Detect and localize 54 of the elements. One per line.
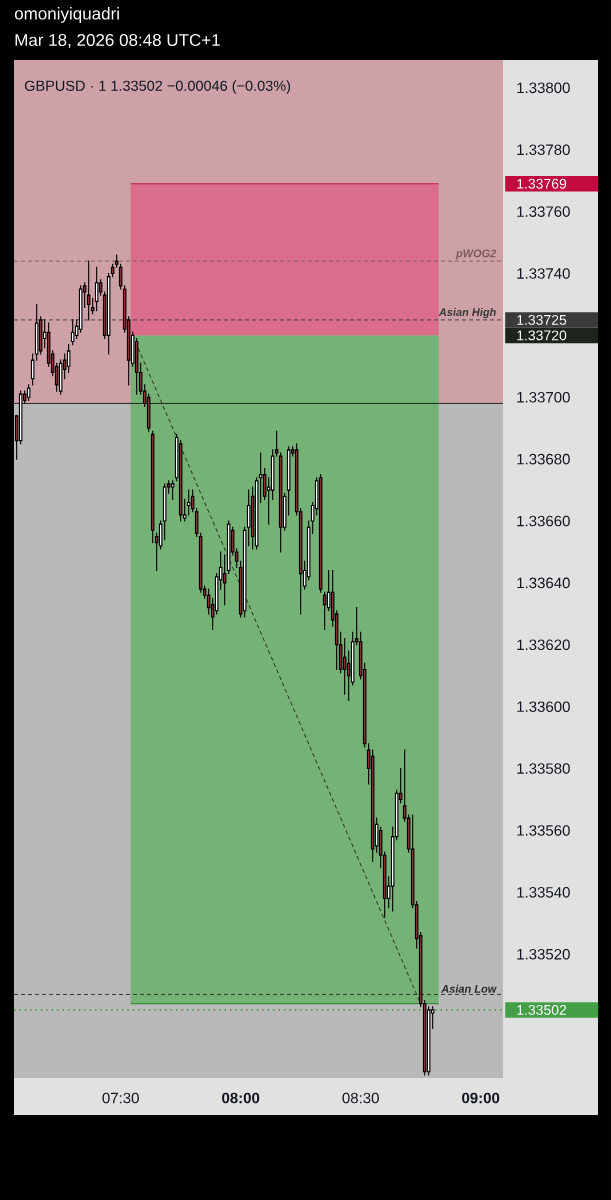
candlestick	[322, 591, 327, 630]
candlestick	[222, 554, 227, 606]
y-tick-label: 1.33540	[517, 887, 570, 898]
text: GBPUSD · 1 1.33502 −0.00046 (−0.03%)	[24, 80, 291, 94]
candlestick	[342, 638, 347, 695]
candlestick	[106, 272, 111, 355]
x-tick-label: 08:00	[222, 1092, 260, 1104]
candlestick	[190, 489, 195, 513]
candlestick	[26, 384, 31, 401]
ref-line-label: Asian Low	[441, 984, 497, 993]
candlestick	[270, 449, 275, 500]
candlestick	[254, 477, 259, 550]
candlestick	[146, 393, 151, 432]
candlestick	[134, 337, 139, 395]
y-tick-label: 1.33680	[517, 453, 570, 465]
candlestick	[94, 266, 99, 312]
y-tick-label: 1.33740	[517, 268, 570, 279]
candlestick	[186, 489, 191, 516]
y-tick-label: 1.33725	[517, 314, 567, 325]
y-tick-label: 1.33760	[517, 206, 570, 217]
candlestick	[38, 316, 43, 355]
x-tick-label: 07:30	[102, 1092, 139, 1104]
y-tick-label: 1.33800	[517, 82, 570, 94]
candlestick	[426, 1006, 431, 1076]
y-tick-label: 1.33502	[517, 1004, 567, 1015]
y-tick-label: 1.33769	[517, 178, 567, 189]
y-tick-label: 1.33780	[517, 144, 570, 156]
text: Mar 18, 2026 08:48 UTC+1	[15, 33, 220, 49]
candlestick	[158, 520, 163, 550]
candlestick	[118, 263, 123, 290]
text: omoniyiquadri	[14, 7, 119, 23]
y-tick-label: 1.33600	[517, 701, 570, 712]
candlestick	[350, 631, 355, 686]
y-tick-label: 1.33620	[517, 639, 570, 651]
ref-line-label: pWOG2	[455, 249, 497, 260]
y-tick-label: 1.33560	[517, 825, 570, 836]
ref-line-label: Asian High	[438, 307, 496, 319]
candlestick	[18, 390, 23, 445]
y-tick-label: 1.33580	[517, 763, 570, 774]
candlestick	[30, 353, 35, 386]
candlestick	[90, 297, 95, 315]
candlestick	[78, 285, 83, 333]
x-tick-label: 09:00	[462, 1092, 500, 1104]
y-tick-label: 1.33640	[517, 577, 570, 589]
y-tick-label: 1.33700	[517, 391, 570, 403]
candlestick	[206, 588, 211, 615]
y-tick-label: 1.33520	[517, 948, 570, 960]
candlestick	[278, 452, 283, 553]
candlestick	[178, 440, 183, 522]
candlestick	[242, 526, 247, 618]
y-tick-label: 1.33660	[517, 515, 570, 527]
y-tick-label: 1.33720	[517, 330, 567, 341]
x-tick-label: 08:30	[342, 1092, 379, 1104]
candlestick	[70, 319, 75, 346]
